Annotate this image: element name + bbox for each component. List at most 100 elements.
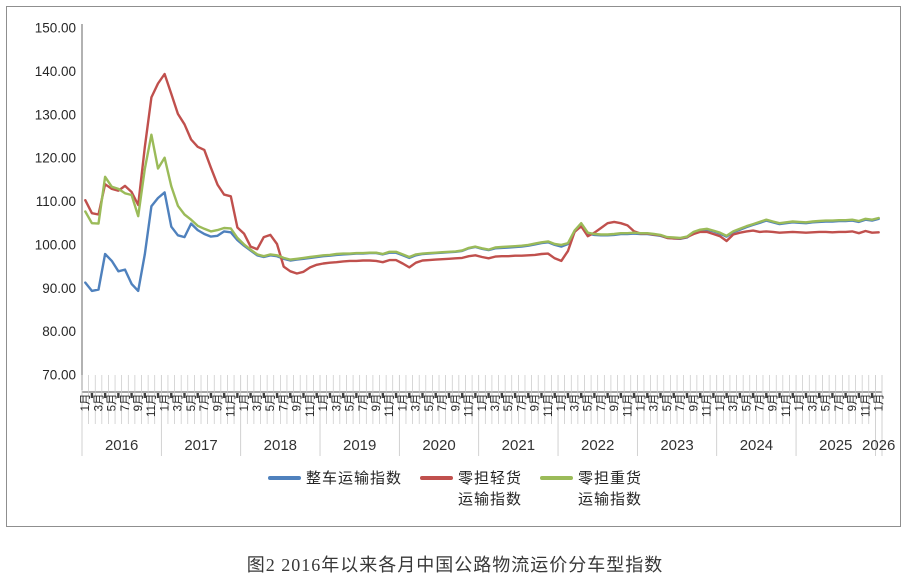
month-tick-dash bbox=[209, 393, 213, 398]
month-tick-label: 5月 bbox=[503, 394, 515, 412]
month-tick-dash bbox=[500, 393, 504, 398]
y-axis-label: 100.00 bbox=[35, 237, 76, 252]
figure-caption: 图2 2016年以来各月中国公路物流运价分车型指数 bbox=[246, 555, 664, 575]
legend-swatch-ltl-heavy-index bbox=[540, 476, 573, 480]
month-tick-label: 3月 bbox=[411, 394, 423, 412]
month-tick-dash bbox=[408, 393, 411, 398]
month-tick-label: 7月 bbox=[516, 394, 528, 412]
month-tick-label: 1月 bbox=[477, 394, 489, 412]
legend-label-ftl-index: 整车运输指数 bbox=[305, 470, 402, 487]
month-tick-label: 9月 bbox=[530, 394, 542, 412]
month-tick-label: 9月 bbox=[133, 394, 145, 412]
month-tick-label: 5月 bbox=[821, 394, 833, 412]
month-tick-label: 3月 bbox=[649, 394, 661, 412]
month-tick-dash bbox=[103, 393, 107, 398]
month-tick-dash bbox=[183, 393, 186, 398]
month-tick-label: 3月 bbox=[331, 394, 343, 412]
legend-swatch-ltl-light-index bbox=[419, 476, 453, 480]
month-tick-label: 7月 bbox=[834, 394, 846, 412]
month-tick-label: 5月 bbox=[265, 394, 277, 412]
y-axis-label: 130.00 bbox=[35, 107, 76, 122]
month-tick-label: 5月 bbox=[345, 394, 357, 412]
month-tick-dash bbox=[553, 393, 556, 398]
chart-frame bbox=[6, 6, 901, 527]
month-tick-label: 7月 bbox=[596, 394, 608, 412]
month-tick-dash bbox=[870, 393, 874, 398]
month-tick-dash bbox=[646, 393, 649, 398]
month-tick-label: 3月 bbox=[728, 394, 740, 412]
month-tick-dash bbox=[368, 393, 371, 398]
month-tick-label: 7月 bbox=[675, 394, 687, 412]
month-tick-dash bbox=[355, 393, 358, 398]
month-tick-dash bbox=[725, 393, 728, 398]
month-tick-dash bbox=[196, 393, 199, 398]
y-axis-label: 80.00 bbox=[42, 324, 76, 339]
month-tick-dash bbox=[778, 393, 781, 398]
month-tick-label: 7月 bbox=[358, 394, 370, 412]
month-tick-label: 5月 bbox=[107, 394, 119, 412]
month-tick-label: 5月 bbox=[583, 394, 595, 412]
month-tick-label: 5月 bbox=[424, 394, 436, 412]
month-tick-label: 11月 bbox=[781, 394, 793, 417]
month-tick-dash bbox=[712, 393, 715, 398]
year-label: 2024 bbox=[740, 437, 773, 454]
month-tick-label: 9月 bbox=[450, 394, 462, 412]
month-tick-label: 1月 bbox=[239, 394, 251, 412]
y-axis-label: 140.00 bbox=[35, 64, 76, 79]
month-tick-label: 9月 bbox=[212, 394, 224, 412]
month-tick-dash bbox=[394, 393, 398, 398]
month-tick-label: 3月 bbox=[807, 394, 819, 412]
month-tick-label: 1月 bbox=[794, 394, 806, 412]
legend-item-ltl-heavy-index: 零担重货 运输指数 bbox=[540, 468, 642, 510]
year-label: 2020 bbox=[422, 437, 455, 454]
month-tick-label: 1月 bbox=[80, 394, 92, 412]
legend-item-ftl-index: 整车运输指数 bbox=[267, 468, 402, 510]
year-label: 2018 bbox=[264, 437, 297, 454]
month-tick-label: 7月 bbox=[754, 394, 766, 412]
month-tick-label: 1月 bbox=[397, 394, 409, 412]
y-axis-label: 150.00 bbox=[35, 21, 76, 36]
month-tick-dash bbox=[130, 393, 133, 398]
y-axis-label: 70.00 bbox=[42, 368, 76, 383]
legend-label-ltl-heavy-index: 零担重货 运输指数 bbox=[578, 470, 643, 508]
series-line-ftl-index bbox=[84, 191, 880, 293]
month-tick-dash bbox=[289, 393, 292, 398]
month-tick-dash bbox=[566, 393, 570, 398]
month-tick-dash bbox=[249, 393, 252, 398]
month-tick-label: 3月 bbox=[173, 394, 185, 412]
month-tick-dash bbox=[593, 393, 596, 398]
month-tick-label: 11月 bbox=[384, 394, 396, 417]
month-tick-label: 7月 bbox=[437, 394, 449, 412]
month-tick-dash bbox=[328, 393, 332, 398]
month-tick-label: 1月 bbox=[556, 394, 568, 412]
month-tick-dash bbox=[857, 393, 861, 398]
year-label: 2025 bbox=[819, 437, 852, 454]
month-tick-dash bbox=[117, 393, 120, 398]
month-tick-dash bbox=[632, 393, 636, 398]
month-tick-dash bbox=[738, 393, 742, 398]
month-tick-dash bbox=[751, 393, 755, 398]
month-tick-dash bbox=[90, 393, 94, 398]
month-tick-dash bbox=[791, 393, 794, 398]
month-tick-dash bbox=[275, 393, 279, 398]
y-axis-label: 120.00 bbox=[35, 151, 76, 166]
year-label: 2026 bbox=[862, 437, 895, 454]
month-tick-label: 5月 bbox=[741, 394, 753, 412]
legend-item-ltl-light-index: 零担轻货 运输指数 bbox=[419, 468, 522, 510]
month-tick-label: 11月 bbox=[305, 394, 317, 417]
month-tick-dash bbox=[341, 393, 345, 398]
month-tick-dash bbox=[659, 393, 662, 398]
month-tick-dash bbox=[421, 393, 424, 398]
month-tick-dash bbox=[606, 393, 609, 398]
month-tick-label: 3月 bbox=[93, 394, 105, 412]
y-axis-label: 110.00 bbox=[36, 194, 76, 209]
plot-lines bbox=[84, 72, 880, 293]
month-tick-label: 1月 bbox=[159, 394, 171, 412]
month-tick-label: 1月 bbox=[635, 394, 647, 412]
month-tick-label: 11月 bbox=[702, 394, 714, 417]
month-tick-dash bbox=[672, 393, 675, 398]
month-tick-dash bbox=[315, 393, 318, 398]
month-tick-label: 7月 bbox=[120, 394, 132, 412]
month-tick-dash bbox=[156, 393, 160, 398]
